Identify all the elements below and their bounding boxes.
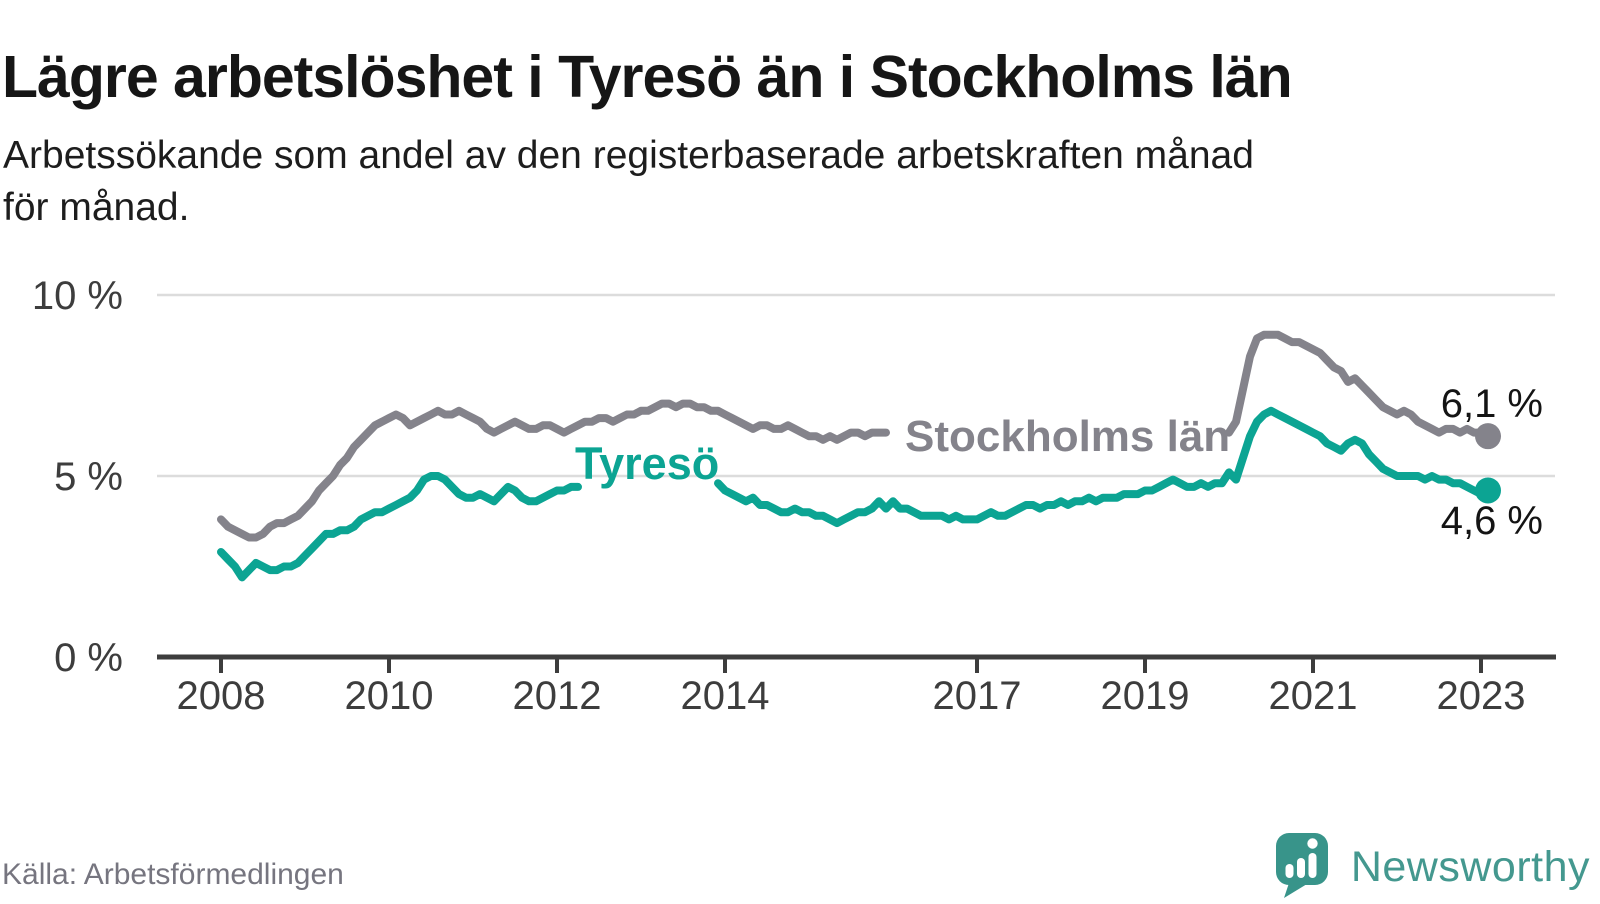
end-value-label-stockholms-lan: 6,1 % <box>1441 382 1543 426</box>
series-end-dot-tyreso <box>1475 477 1501 504</box>
page-title: Lägre arbetslöshet i Tyresö än i Stockho… <box>2 43 1293 110</box>
newsworthy-bubble-chart-icon <box>1273 830 1331 904</box>
x-axis-label: 2019 <box>1101 674 1190 718</box>
subtitle-line-2: för månad. <box>3 186 190 229</box>
brand-wordmark: Newsworthy <box>1350 842 1590 891</box>
x-axis-label: 2014 <box>681 674 770 718</box>
subtitle-line-1: Arbetssökande som andel av den registerb… <box>3 134 1254 177</box>
series-label-stockholms-lan: Stockholms län <box>905 412 1230 461</box>
y-axis-label: 0 % <box>54 636 123 680</box>
series-label-tyreso: Tyresö <box>575 438 719 489</box>
x-axis-label: 2017 <box>933 674 1022 718</box>
series-line-stockholms-lan <box>217 330 1492 542</box>
y-axis-label: 5 % <box>54 455 123 499</box>
x-axis-label: 2021 <box>1269 674 1358 718</box>
x-axis-label: 2012 <box>513 674 602 718</box>
chart-subtitle: Arbetssökande som andel av den registerb… <box>3 130 1563 234</box>
x-axis-label: 2023 <box>1437 674 1526 718</box>
brand-logo: Newsworthy <box>1273 830 1590 904</box>
end-value-label-tyreso: 4,6 % <box>1441 499 1543 543</box>
y-axis-label: 10 % <box>32 274 123 318</box>
source-note: Källa: Arbetsförmedlingen <box>2 858 344 891</box>
x-axis-label: 2010 <box>345 674 434 718</box>
series-line-tyreso <box>217 406 1492 582</box>
series-end-dot-stockholms-lan <box>1475 423 1501 450</box>
x-axis-label: 2008 <box>177 674 266 718</box>
